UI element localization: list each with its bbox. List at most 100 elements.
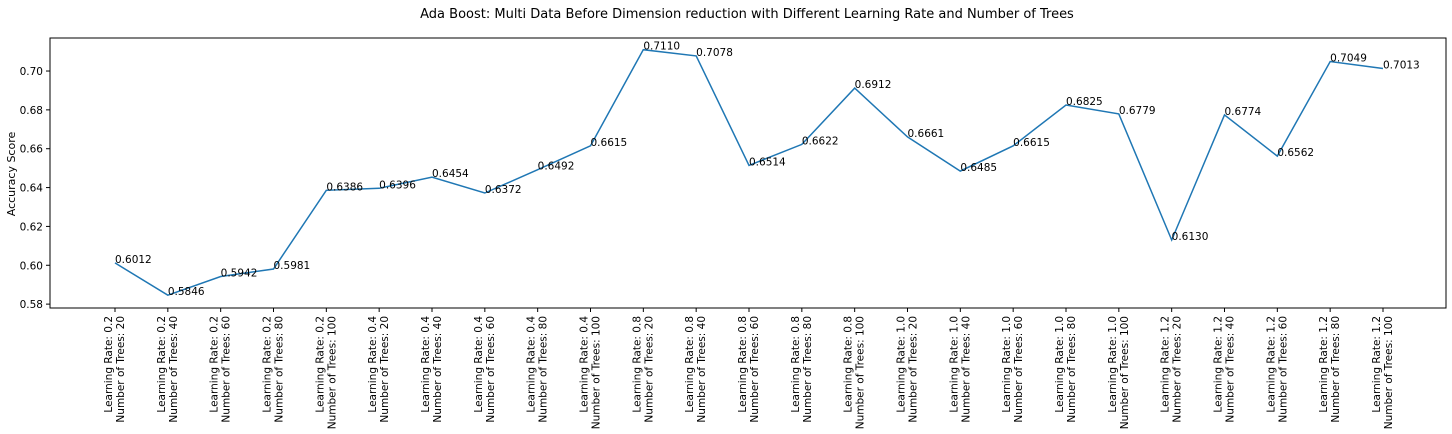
x-tick-label-number-of-trees: Number of Trees: 60 <box>221 316 233 423</box>
data-label: 0.6912 <box>855 79 892 91</box>
data-label: 0.7013 <box>1383 59 1420 71</box>
x-tick-label-learning-rate: Learning Rate: 1.2 <box>1265 316 1277 413</box>
data-label: 0.7110 <box>643 41 680 53</box>
x-tick-label-learning-rate: Learning Rate: 1.2 <box>1371 316 1383 413</box>
x-tick-label-learning-rate: Learning Rate: 0.2 <box>262 316 274 413</box>
data-label: 0.6514 <box>749 156 786 168</box>
data-label: 0.6825 <box>1066 96 1103 108</box>
x-tick-label-learning-rate: Learning Rate: 0.8 <box>790 316 802 413</box>
x-tick-label: Learning Rate: 0.4 Number of Trees: 60 <box>473 316 497 423</box>
x-tick-label-number-of-trees: Number of Trees: 40 <box>960 316 972 423</box>
data-label: 0.6130 <box>1172 231 1209 243</box>
x-tick-label-number-of-trees: Number of Trees: 40 <box>1225 316 1237 423</box>
x-tick-label: Learning Rate: 1.0 Number of Trees: 40 <box>948 316 972 423</box>
y-axis-label: Accuracy Score <box>5 132 18 217</box>
x-tick-label: Learning Rate: 0.8 Number of Trees: 60 <box>737 316 761 423</box>
x-tick-label-learning-rate: Learning Rate: 0.4 <box>526 316 538 413</box>
x-tick-label: Learning Rate: 1.0 Number of Trees: 20 <box>896 316 920 423</box>
x-tick-label-learning-rate: Learning Rate: 0.2 <box>209 316 221 413</box>
x-tick-label: Learning Rate: 1.2 Number of Trees: 80 <box>1318 316 1342 423</box>
x-tick-label-learning-rate: Learning Rate: 1.0 <box>1054 316 1066 413</box>
x-tick-label: Learning Rate: 0.8 Number of Trees: 80 <box>790 316 814 423</box>
x-tick-label-learning-rate: Learning Rate: 1.0 <box>896 316 908 413</box>
x-tick-label-learning-rate: Learning Rate: 1.0 <box>1001 316 1013 413</box>
x-tick-label: Learning Rate: 0.4 Number of Trees: 40 <box>420 316 444 423</box>
x-tick-label-number-of-trees: Number of Trees: 80 <box>1066 316 1078 423</box>
x-tick-label: Learning Rate: 0.4 Number of Trees: 100 <box>579 316 603 430</box>
data-label: 0.5846 <box>168 286 205 298</box>
x-tick-label: Learning Rate: 0.2 Number of Trees: 20 <box>103 316 127 423</box>
x-tick-label-number-of-trees: Number of Trees: 80 <box>274 316 286 423</box>
x-tick-label-number-of-trees: Number of Trees: 100 <box>1383 316 1395 429</box>
x-tick-label-number-of-trees: Number of Trees: 60 <box>1277 316 1289 423</box>
y-tick-label: 0.70 <box>20 66 43 78</box>
x-tick-label-number-of-trees: Number of Trees: 40 <box>432 316 444 423</box>
data-label: 0.5942 <box>221 268 258 280</box>
data-label: 0.6454 <box>432 168 469 180</box>
x-tick-label: Learning Rate: 0.2 Number of Trees: 80 <box>262 316 286 423</box>
data-label: 0.7078 <box>696 47 733 59</box>
x-tick-label-number-of-trees: Number of Trees: 100 <box>855 316 867 429</box>
x-tick-label-learning-rate: Learning Rate: 0.2 <box>103 316 115 413</box>
x-tick-label-learning-rate: Learning Rate: 0.8 <box>843 316 855 413</box>
data-label: 0.6562 <box>1277 147 1314 159</box>
data-label: 0.7049 <box>1330 53 1367 65</box>
x-tick-label-number-of-trees: Number of Trees: 80 <box>802 316 814 423</box>
data-label: 0.6622 <box>802 135 839 147</box>
data-label: 0.6779 <box>1119 105 1156 117</box>
plot-frame <box>49 37 1447 309</box>
x-tick-label-learning-rate: Learning Rate: 0.4 <box>367 316 379 413</box>
x-tick-label: Learning Rate: 1.2 Number of Trees: 20 <box>1160 316 1184 423</box>
x-axis-ticks: Learning Rate: 0.2 Number of Trees: 20 Lea… <box>103 308 1395 429</box>
x-tick-label: Learning Rate: 0.8 Number of Trees: 40 <box>684 316 708 423</box>
x-tick-label: Learning Rate: 1.0 Number of Trees: 100 <box>1107 316 1131 429</box>
x-tick-label: Learning Rate: 1.2 Number of Trees: 100 <box>1371 316 1395 429</box>
x-tick-label-learning-rate: Learning Rate: 0.8 <box>631 316 643 413</box>
x-tick-label-number-of-trees: Number of Trees: 60 <box>485 316 497 423</box>
x-tick-label-learning-rate: Learning Rate: 0.8 <box>737 316 749 413</box>
x-tick-label-number-of-trees: Number of Trees: 60 <box>1013 316 1025 423</box>
data-labels: 0.6012 0.5846 0.5942 0.5981 0.6386 0.6396 0.64… <box>115 41 1420 299</box>
y-tick-label: 0.62 <box>20 221 43 233</box>
x-tick-label-number-of-trees: Number of Trees: 40 <box>168 316 180 423</box>
x-tick-label-learning-rate: Learning Rate: 0.4 <box>473 316 485 413</box>
x-tick-label-learning-rate: Learning Rate: 0.2 <box>314 316 326 413</box>
x-tick-label-number-of-trees: Number of Trees: 20 <box>643 316 655 423</box>
x-tick-label-learning-rate: Learning Rate: 1.0 <box>1107 316 1119 413</box>
y-tick-label: 0.60 <box>20 260 43 272</box>
data-label: 0.6492 <box>538 161 575 173</box>
x-tick-label: Learning Rate: 1.0 Number of Trees: 80 <box>1054 316 1078 423</box>
x-tick-label-number-of-trees: Number of Trees: 80 <box>538 316 550 423</box>
x-tick-label: Learning Rate: 0.2 Number of Trees: 60 <box>209 316 233 423</box>
x-tick-label: Learning Rate: 1.2 Number of Trees: 60 <box>1265 316 1289 423</box>
x-tick-label-number-of-trees: Number of Trees: 100 <box>591 316 603 429</box>
y-tick-label: 0.68 <box>20 105 43 117</box>
x-tick-label-number-of-trees: Number of Trees: 100 <box>1119 316 1131 429</box>
x-tick-label: Learning Rate: 0.8 Number of Trees: 100 <box>843 316 867 429</box>
data-label: 0.6386 <box>326 181 363 193</box>
data-label: 0.6012 <box>115 254 152 266</box>
data-label: 0.6661 <box>908 128 945 140</box>
x-tick-label-number-of-trees: Number of Trees: 80 <box>1330 316 1342 423</box>
chart-title: Ada Boost: Multi Data Before Dimension r… <box>420 7 1074 22</box>
x-tick-label-number-of-trees: Number of Trees: 100 <box>326 316 338 429</box>
x-tick-label: Learning Rate: 0.4 Number of Trees: 20 <box>367 316 391 423</box>
x-tick-label: Learning Rate: 0.2 Number of Trees: 100 <box>314 316 338 429</box>
data-label: 0.6485 <box>960 162 997 174</box>
x-tick-label-number-of-trees: Number of Trees: 20 <box>115 316 127 423</box>
x-tick-label-learning-rate: Learning Rate: 1.2 <box>1213 316 1225 413</box>
data-label: 0.6396 <box>379 179 416 191</box>
x-tick-label-learning-rate: Learning Rate: 1.2 <box>1160 316 1172 413</box>
y-tick-label: 0.66 <box>20 144 44 156</box>
data-label: 0.6774 <box>1225 106 1262 118</box>
x-tick-label-learning-rate: Learning Rate: 0.8 <box>684 316 696 413</box>
x-tick-label-number-of-trees: Number of Trees: 20 <box>1172 316 1184 423</box>
y-tick-label: 0.58 <box>20 299 43 311</box>
y-tick-label: 0.64 <box>20 183 44 195</box>
data-label: 0.6372 <box>485 184 522 196</box>
x-tick-label: Learning Rate: 1.0 Number of Trees: 60 <box>1001 316 1025 423</box>
x-tick-label-learning-rate: Learning Rate: 0.4 <box>579 316 591 413</box>
x-tick-label: Learning Rate: 0.2 Number of Trees: 40 <box>156 316 180 423</box>
data-label: 0.6615 <box>1013 137 1050 149</box>
